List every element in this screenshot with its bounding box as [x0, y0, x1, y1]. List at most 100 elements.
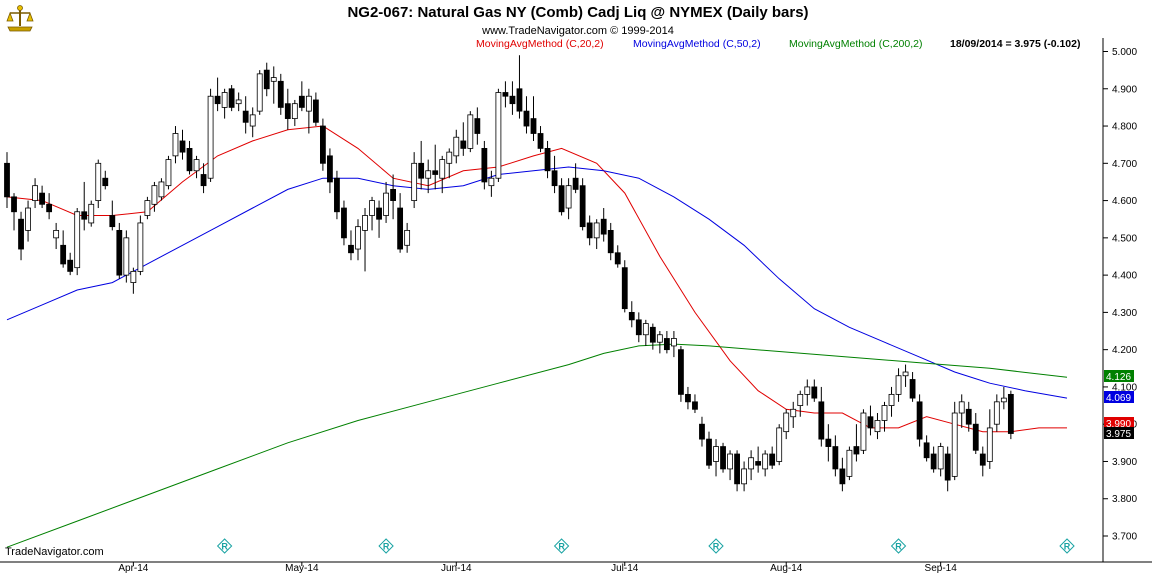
price-tick-label: 5.000 [1112, 47, 1137, 58]
candlestick [600, 208, 607, 242]
candlestick [874, 413, 881, 440]
candlestick [923, 435, 930, 462]
candle-body-down [39, 192, 45, 205]
candlestick [811, 379, 818, 402]
last-value-badge: 3.990 [1104, 417, 1134, 430]
candle-body-down [930, 453, 937, 470]
candle-body-up [95, 162, 102, 201]
candlestick [158, 178, 165, 201]
moving-average-line-3 [6, 343, 1068, 548]
candle-body-down [298, 95, 305, 108]
badge-background [1104, 427, 1134, 439]
candlestick [895, 368, 902, 402]
candlestick [825, 424, 832, 462]
candlestick [544, 140, 551, 179]
candlestick [46, 193, 53, 220]
candle-body-up [221, 92, 228, 108]
candlestick [263, 62, 270, 97]
price-tick-label: 3.800 [1112, 494, 1137, 505]
candlestick [200, 163, 207, 194]
roll-marker-icon: R [708, 538, 724, 554]
candle-body-down [474, 118, 481, 134]
price-tick-label: 3.700 [1112, 532, 1137, 543]
legend-ma50: MovingAvgMethod (C,50,2) [633, 38, 761, 50]
candle-body-down [530, 118, 537, 134]
price-tick-label: 4.700 [1112, 159, 1137, 170]
candle-body-down [537, 133, 544, 149]
candlestick [425, 159, 432, 194]
candle-body-down [972, 423, 979, 451]
candle-body-down [600, 218, 607, 235]
candlestick [291, 99, 298, 127]
candle-body-up [453, 136, 460, 157]
candlestick [319, 118, 326, 171]
candlestick [972, 413, 979, 455]
candle-body-up [425, 170, 432, 179]
candle-body-down [916, 401, 923, 440]
candle-body-up [355, 226, 361, 250]
candlestick [593, 219, 600, 250]
candle-body-down [418, 162, 425, 179]
candle-body-up [986, 427, 993, 462]
candle-body-down [965, 408, 972, 425]
candle-body-down [60, 244, 67, 265]
candlestick [256, 70, 263, 115]
candle-body-up [404, 229, 411, 246]
price-tick-label: 4.900 [1112, 84, 1137, 95]
candlestick [488, 170, 495, 197]
candle-body-down [509, 95, 516, 105]
candlestick [671, 331, 677, 358]
candlesticks [4, 55, 1014, 492]
candlestick [327, 148, 333, 194]
candlestick [214, 77, 221, 112]
candle-body-down [4, 162, 10, 198]
roll-marker-letter: R [383, 542, 390, 552]
candlestick [467, 111, 474, 153]
candlestick [909, 372, 916, 402]
candlestick [460, 122, 467, 156]
candlestick [776, 424, 783, 466]
candlestick [839, 457, 846, 492]
candlestick [692, 394, 698, 414]
candle-body-down [579, 185, 586, 228]
candle-body-up [207, 95, 214, 179]
candlestick [699, 416, 705, 447]
candle-body-up [130, 270, 137, 283]
candlestick [137, 215, 144, 276]
candlestick [706, 431, 712, 469]
candle-body-up [642, 323, 649, 336]
candle-body-down [481, 148, 488, 183]
candle-body-up [902, 371, 909, 377]
candlestick [860, 409, 867, 455]
roll-marker-letter: R [895, 542, 902, 552]
candle-body-down [348, 244, 354, 254]
price-tick-label: 4.600 [1112, 196, 1137, 207]
candlestick [930, 446, 937, 473]
candle-body-down [811, 386, 818, 399]
candlestick [523, 96, 530, 134]
candlestick [228, 85, 235, 112]
candlestick [397, 193, 404, 253]
candlestick [481, 140, 488, 190]
badge-label: 3.975 [1106, 429, 1131, 440]
candlestick [369, 196, 375, 231]
candlestick [495, 88, 502, 182]
candle-body-down [242, 110, 249, 123]
time-tick-label: Sep-14 [925, 563, 958, 574]
candlestick [558, 178, 565, 216]
candlestick [832, 435, 839, 477]
candle-body-up [291, 103, 298, 119]
candlestick [109, 200, 116, 231]
price-tick-label: 4.500 [1112, 233, 1137, 244]
candle-body-down [706, 438, 712, 466]
candle-body-up [467, 114, 474, 149]
candle-body-up [439, 159, 446, 179]
time-axis: Apr-14 May-14 Jun-14 Jul-14 Aug-14 Sep-14 [118, 562, 957, 574]
candle-body-up [748, 457, 755, 470]
chart-title: NG2-067: Natural Gas NY (Comb) Cadj Liq … [347, 4, 808, 21]
price-tick-label: 3.900 [1112, 457, 1137, 468]
candlestick [144, 196, 151, 220]
legend-ma20: MovingAvgMethod (C,20,2) [476, 38, 604, 50]
candlestick [362, 208, 368, 272]
